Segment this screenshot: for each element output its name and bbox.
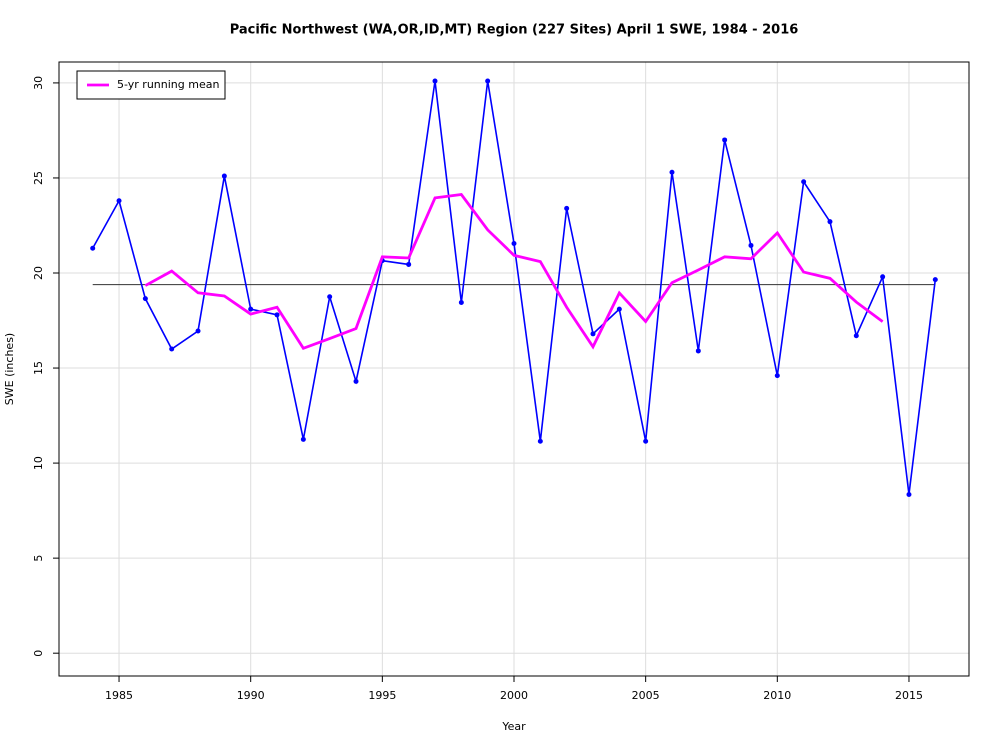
point <box>932 277 938 283</box>
x-tick-label: 2005 <box>632 689 660 702</box>
x-tick-label: 2010 <box>763 689 791 702</box>
y-tick-label: 10 <box>32 456 45 470</box>
point <box>880 274 886 280</box>
point <box>695 348 701 354</box>
y-tick-label: 0 <box>32 650 45 657</box>
point <box>722 137 728 143</box>
chart-title: Pacific Northwest (WA,OR,ID,MT) Region (… <box>230 23 799 38</box>
y-axis-label: SWE (inches) <box>3 333 16 405</box>
point <box>432 78 438 84</box>
point <box>511 241 517 247</box>
point <box>169 346 175 352</box>
point <box>221 173 227 179</box>
point <box>274 312 280 318</box>
point <box>116 198 122 204</box>
point <box>669 169 675 175</box>
point <box>142 296 148 302</box>
point <box>195 328 201 334</box>
point <box>248 306 254 312</box>
y-tick-label: 20 <box>32 266 45 280</box>
point <box>748 242 754 248</box>
point <box>485 78 491 84</box>
point <box>537 438 543 444</box>
x-tick-label: 2000 <box>500 689 528 702</box>
series-line <box>144 193 884 350</box>
point <box>616 306 622 312</box>
point <box>327 294 333 300</box>
x-tick-label: 2015 <box>895 689 923 702</box>
point <box>300 436 306 442</box>
y-tick-label: 5 <box>32 555 45 562</box>
plot-frame <box>58 61 970 677</box>
point <box>353 378 359 384</box>
point <box>406 261 412 267</box>
point <box>801 179 807 185</box>
legend-label: 5-yr running mean <box>117 78 219 91</box>
point <box>643 438 649 444</box>
point <box>827 219 833 225</box>
x-tick-label: 1995 <box>368 689 396 702</box>
x-tick-label: 1985 <box>105 689 133 702</box>
x-tick-label: 1990 <box>237 689 265 702</box>
point <box>906 491 912 497</box>
point <box>564 205 570 211</box>
y-tick-label: 25 <box>32 171 45 185</box>
y-tick-label: 30 <box>32 76 45 90</box>
point <box>590 331 596 337</box>
point <box>90 245 96 251</box>
y-tick-label: 15 <box>32 361 45 375</box>
x-axis-label: Year <box>501 720 526 733</box>
point <box>774 373 780 379</box>
point <box>853 333 859 339</box>
point <box>458 299 464 305</box>
